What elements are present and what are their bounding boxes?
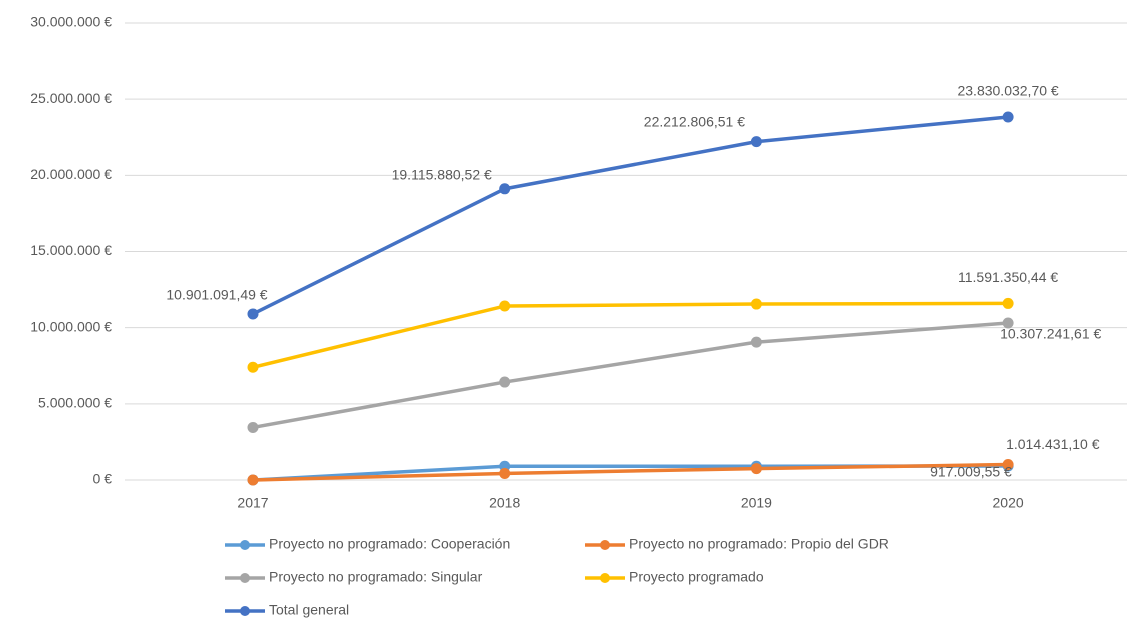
y-tick-label: 20.000.000 € <box>30 166 112 182</box>
legend-label: Proyecto no programado: Propio del GDR <box>629 536 889 552</box>
x-tick-label: 2019 <box>741 495 772 511</box>
series-line <box>252 321 1009 430</box>
x-tick-label: 2020 <box>993 495 1024 511</box>
y-tick-label: 10.000.000 € <box>30 318 112 334</box>
legend-label: Proyecto no programado: Cooperación <box>269 536 510 552</box>
data-label: 23.830.032,70 € <box>957 83 1058 99</box>
legend-marker <box>240 573 250 583</box>
data-point <box>750 336 762 348</box>
data-point <box>499 183 511 195</box>
x-tick-label: 2018 <box>489 495 520 511</box>
data-point <box>499 300 511 312</box>
x-tick-label: 2017 <box>237 495 268 511</box>
data-point <box>750 298 762 310</box>
y-tick-label: 15.000.000 € <box>30 242 112 258</box>
data-point <box>1002 459 1014 471</box>
data-label: 11.591.350,44 € <box>958 269 1058 285</box>
legend-label: Proyecto no programado: Singular <box>269 569 483 585</box>
data-point <box>247 421 259 433</box>
data-point <box>750 136 762 148</box>
data-point <box>247 361 259 373</box>
legend-label: Total general <box>269 602 349 618</box>
data-label: 1.014.431,10 € <box>1006 436 1100 452</box>
data-label: 10.901.091,49 € <box>166 287 267 303</box>
legend-label: Proyecto programado <box>629 569 764 585</box>
data-point <box>247 474 259 486</box>
series-line <box>252 462 1009 482</box>
y-tick-label: 5.000.000 € <box>38 395 112 411</box>
series-line <box>252 115 1009 316</box>
data-point <box>499 376 511 388</box>
data-point <box>1002 111 1014 123</box>
legend-marker <box>600 540 610 550</box>
data-point <box>1002 317 1014 329</box>
legend-marker <box>600 573 610 583</box>
legend-marker <box>240 540 250 550</box>
data-label: 917.009,55 € <box>930 464 1012 480</box>
y-tick-label: 30.000.000 € <box>30 14 112 30</box>
data-point <box>750 463 762 475</box>
data-label: 10.307.241,61 € <box>1000 326 1101 342</box>
data-point <box>1002 297 1014 309</box>
data-label: 19.115.880,52 € <box>392 167 492 183</box>
y-tick-label: 25.000.000 € <box>30 90 112 106</box>
data-point <box>499 467 511 479</box>
y-tick-label: 0 € <box>93 471 113 487</box>
data-label: 22.212.806,51 € <box>644 113 745 129</box>
series-line <box>252 301 1009 369</box>
data-point <box>247 308 259 320</box>
legend-marker <box>240 606 250 616</box>
